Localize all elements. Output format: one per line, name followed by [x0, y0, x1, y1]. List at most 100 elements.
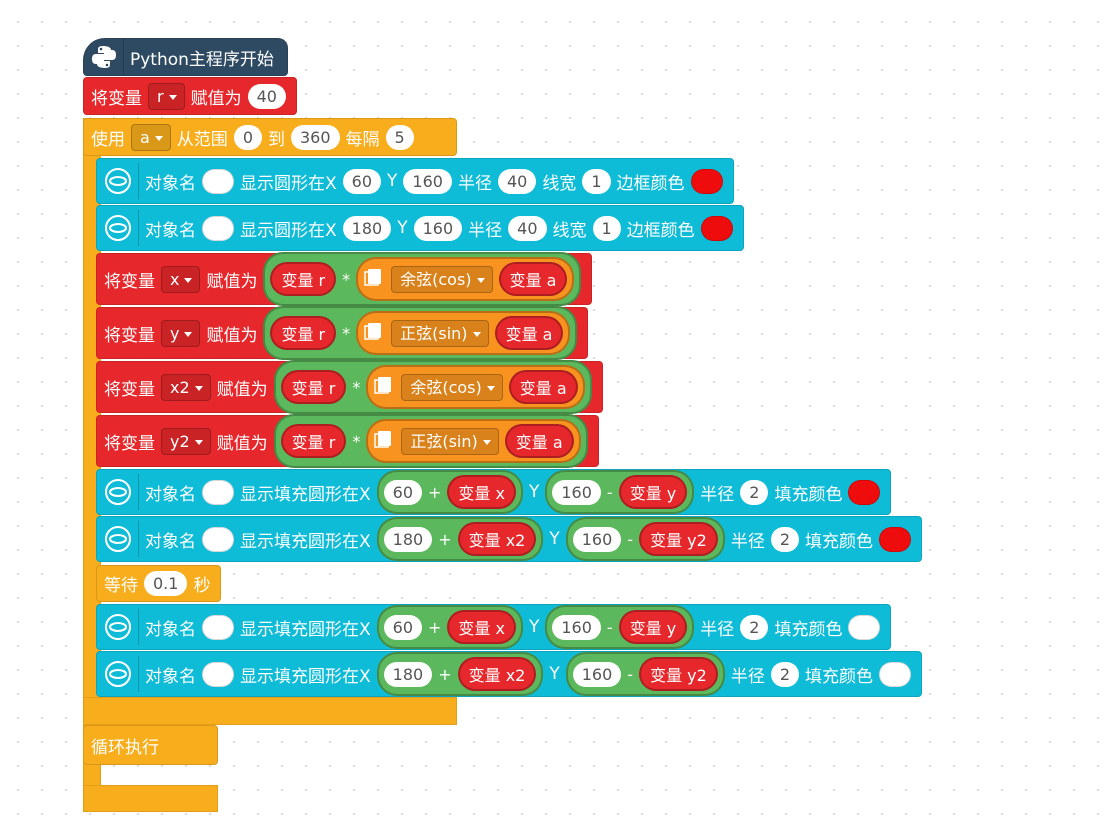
reporter-block[interactable]: 变量 r: [270, 262, 337, 296]
reporter-block[interactable]: 160- 变量 y2: [565, 652, 725, 696]
number-input[interactable]: 160: [552, 479, 601, 505]
input-slot[interactable]: [700, 215, 733, 241]
number-input[interactable]: 2: [740, 479, 769, 505]
number-input[interactable]: 160: [413, 215, 463, 241]
input-slot[interactable]: [848, 479, 881, 505]
reporter-block[interactable]: 160- 变量 y: [545, 470, 695, 514]
code-block[interactable]: 使用 a 从范围 0 到 360 每隔 5: [83, 118, 457, 156]
dropdown[interactable]: x2: [161, 373, 211, 401]
number-input[interactable]: 2: [770, 661, 800, 687]
dropdown[interactable]: 正弦(sin): [391, 319, 489, 347]
code-block[interactable]: 对象名 显示圆形在X 60 Y 160 半径 40 线宽 1 边框颜色: [96, 158, 734, 204]
number-input[interactable]: 0: [233, 124, 262, 150]
code-block[interactable]: 将变量 x 赋值为 变量 r * 余弦(cos) 变量 a: [96, 252, 593, 306]
number-input[interactable]: 40: [247, 83, 286, 109]
reporter-block[interactable]: 正弦(sin) 变量 a: [356, 311, 571, 355]
number-input[interactable]: 60: [383, 614, 423, 640]
input-slot[interactable]: [202, 479, 234, 505]
reporter-block[interactable]: 变量 y2: [639, 657, 718, 691]
code-block[interactable]: 对象名 显示填充圆形在X 60 + 变量 x Y 160- 变量 y 半径 2 填充颜色: [96, 469, 892, 515]
code-block[interactable]: 对象名 显示填充圆形在X 180 + 变量 x2 Y 160- 变量 y2 半径 2 填充颜色: [96, 651, 923, 697]
input-slot[interactable]: [202, 614, 234, 640]
reporter-block[interactable]: 变量 r * 正弦(sin) 变量 a: [263, 306, 578, 360]
reporter-block[interactable]: 变量 r * 余弦(cos) 变量 a: [273, 360, 592, 414]
dropdown[interactable]: 余弦(cos): [401, 373, 503, 401]
reporter-block[interactable]: 变量 r: [270, 316, 337, 350]
reporter-block[interactable]: 变量 x: [447, 610, 516, 644]
input-slot[interactable]: [202, 215, 234, 241]
number-input[interactable]: 1: [582, 168, 611, 194]
math-icon: [363, 321, 385, 345]
dropdown[interactable]: a: [131, 123, 171, 151]
label: 填充颜色: [805, 666, 874, 687]
code-block[interactable]: 循环执行: [83, 725, 218, 765]
code-block[interactable]: 对象名 显示填充圆形在X 180 + 变量 x2 Y 160- 变量 y2 半径 2 填充颜色: [96, 516, 923, 562]
reporter-block[interactable]: 变量 y2: [639, 522, 718, 556]
number-input[interactable]: 160: [403, 168, 452, 194]
reporter-block[interactable]: 变量 r * 正弦(sin) 变量 a: [273, 414, 588, 468]
dropdown[interactable]: x: [161, 265, 201, 293]
number-input[interactable]: 180: [342, 215, 392, 241]
input-slot[interactable]: [202, 661, 234, 687]
reporter-block[interactable]: 变量 x: [447, 475, 516, 509]
dropdown[interactable]: y2: [161, 427, 211, 455]
reporter-block[interactable]: 变量 r: [280, 424, 347, 458]
number-input[interactable]: 0.1: [144, 571, 188, 596]
input-slot[interactable]: [202, 526, 234, 552]
code-block[interactable]: 将变量 x2 赋值为 变量 r * 余弦(cos) 变量 a: [96, 360, 603, 414]
reporter-block[interactable]: 变量 r * 余弦(cos) 变量 a: [263, 252, 582, 306]
reporter-block[interactable]: 余弦(cos) 变量 a: [366, 365, 585, 409]
number-input[interactable]: 40: [497, 168, 537, 194]
label: 填充颜色: [805, 531, 874, 552]
reporter-block[interactable]: 变量 r: [280, 370, 347, 404]
reporter-block[interactable]: 变量 x2: [457, 657, 537, 691]
reporter-block[interactable]: 余弦(cos) 变量 a: [356, 257, 575, 301]
code-block[interactable]: 对象名 显示填充圆形在X 60 + 变量 x Y 160- 变量 y 半径 2 填充颜色: [96, 604, 892, 650]
label: 将变量: [104, 433, 155, 454]
input-slot[interactable]: [848, 614, 881, 640]
number-input[interactable]: 60: [342, 168, 382, 194]
code-block[interactable]: 将变量 y 赋值为 变量 r * 正弦(sin) 变量 a: [96, 306, 589, 360]
reporter-block[interactable]: 变量 y: [618, 475, 688, 509]
reporter-block[interactable]: 变量 x2: [457, 522, 537, 556]
number-input[interactable]: 2: [770, 526, 800, 552]
code-block[interactable]: Python主程序开始: [83, 38, 288, 76]
number-input[interactable]: 360: [291, 124, 340, 150]
number-input[interactable]: 160: [552, 614, 601, 640]
reporter-block[interactable]: 变量 a: [494, 316, 564, 350]
reporter-block[interactable]: 180 + 变量 x2: [376, 652, 544, 696]
number-input[interactable]: 160: [572, 526, 622, 552]
input-slot[interactable]: [202, 168, 234, 194]
reporter-block[interactable]: 180 + 变量 x2: [376, 517, 544, 561]
dropdown[interactable]: 正弦(sin): [401, 427, 499, 455]
reporter-block[interactable]: 160- 变量 y: [545, 605, 695, 649]
dropdown[interactable]: r: [148, 82, 185, 110]
dropdown[interactable]: y: [161, 319, 201, 347]
input-slot[interactable]: [879, 526, 912, 552]
number-input[interactable]: 40: [508, 215, 547, 241]
reporter-block[interactable]: 60 + 变量 x: [376, 605, 523, 649]
label: 赋值为: [216, 433, 268, 454]
number-input[interactable]: 5: [385, 124, 414, 150]
code-block[interactable]: 等待 0.1 秒: [96, 565, 222, 602]
reporter-block[interactable]: 160- 变量 y2: [565, 517, 725, 561]
reporter-block[interactable]: 变量 a: [508, 370, 578, 404]
code-block[interactable]: 将变量 r 赋值为 40: [83, 77, 297, 115]
input-slot[interactable]: [879, 661, 912, 687]
dropdown[interactable]: 余弦(cos): [391, 265, 493, 293]
reporter-block[interactable]: 变量 y: [618, 610, 688, 644]
number-input[interactable]: 1: [592, 215, 621, 241]
reporter-block[interactable]: 变量 a: [504, 424, 574, 458]
number-input[interactable]: 160: [572, 661, 622, 687]
reporter-block[interactable]: 变量 a: [498, 262, 568, 296]
number-input[interactable]: 180: [383, 661, 433, 687]
input-slot[interactable]: [690, 168, 723, 194]
number-input[interactable]: 2: [740, 614, 769, 640]
code-block[interactable]: 对象名 显示圆形在X 180 Y 160 半径 40 线宽 1 边框颜色: [96, 205, 744, 251]
number-input[interactable]: 180: [383, 526, 433, 552]
code-block[interactable]: 将变量 y2 赋值为 变量 r * 正弦(sin) 变量 a: [96, 414, 599, 468]
reporter-block[interactable]: 60 + 变量 x: [376, 470, 523, 514]
reporter-block[interactable]: 正弦(sin) 变量 a: [366, 419, 581, 463]
number-input[interactable]: 60: [383, 479, 423, 505]
label: 变量 y: [629, 619, 677, 638]
